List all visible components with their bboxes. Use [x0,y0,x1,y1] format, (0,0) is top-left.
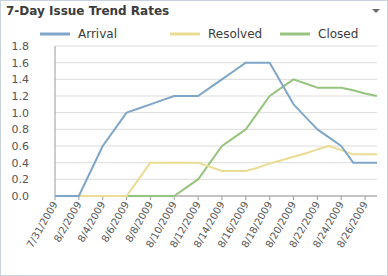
y-tick-label: 1.8 [12,40,30,53]
y-tick-label: 0.6 [12,140,30,153]
chart-frame [1,1,388,276]
y-tick-label: 0.4 [12,157,30,170]
x-tick-label: 7/31/2009 [25,200,60,250]
grid-line [55,112,377,113]
grid-line [55,79,377,80]
grid-line [55,162,377,163]
legend-label: Closed [318,27,358,41]
y-tick-label: 0.0 [12,190,30,203]
y-axis [55,46,56,196]
y-tick-label: 0.2 [12,173,30,186]
x-tick [245,196,246,200]
grid-line [55,46,377,47]
legend-swatch [280,33,310,36]
chart-title: 7-Day Issue Trend Rates [6,4,169,18]
series-line [55,146,377,196]
x-tick [221,196,222,200]
chart-svg: 7-Day Issue Trend Rates 0.0 0.2 0.4 0.6 0.8 1.… [0,0,388,276]
y-tick-label: 1.4 [12,73,30,86]
y-tick-label: 0.8 [12,123,30,136]
grid-line [55,62,377,63]
legend-label: Resolved [208,27,262,41]
chart-container: 7-Day Issue Trend Rates 0.0 0.2 0.4 0.6 0.8 1.… [0,0,388,276]
grid-line [55,179,377,180]
y-tick-label: 1.6 [12,57,30,70]
grid [55,46,377,196]
plot-area [55,63,377,196]
legend-label: Arrival [78,27,117,41]
y-tick-label: 1.2 [12,90,30,103]
x-tick [365,196,366,200]
x-tick-label: 8/26/2009 [335,200,370,250]
x-tick [341,196,342,200]
legend-swatch [170,33,200,36]
grid-line [55,129,377,130]
legend-swatch [40,33,70,36]
x-tick [198,196,199,200]
menu-arrow [372,9,380,13]
y-tick-label: 1.0 [12,107,30,120]
grid-line [55,96,377,97]
series-line [55,63,377,196]
x-tick [269,196,270,200]
x-tick [293,196,294,200]
x-tick [317,196,318,200]
